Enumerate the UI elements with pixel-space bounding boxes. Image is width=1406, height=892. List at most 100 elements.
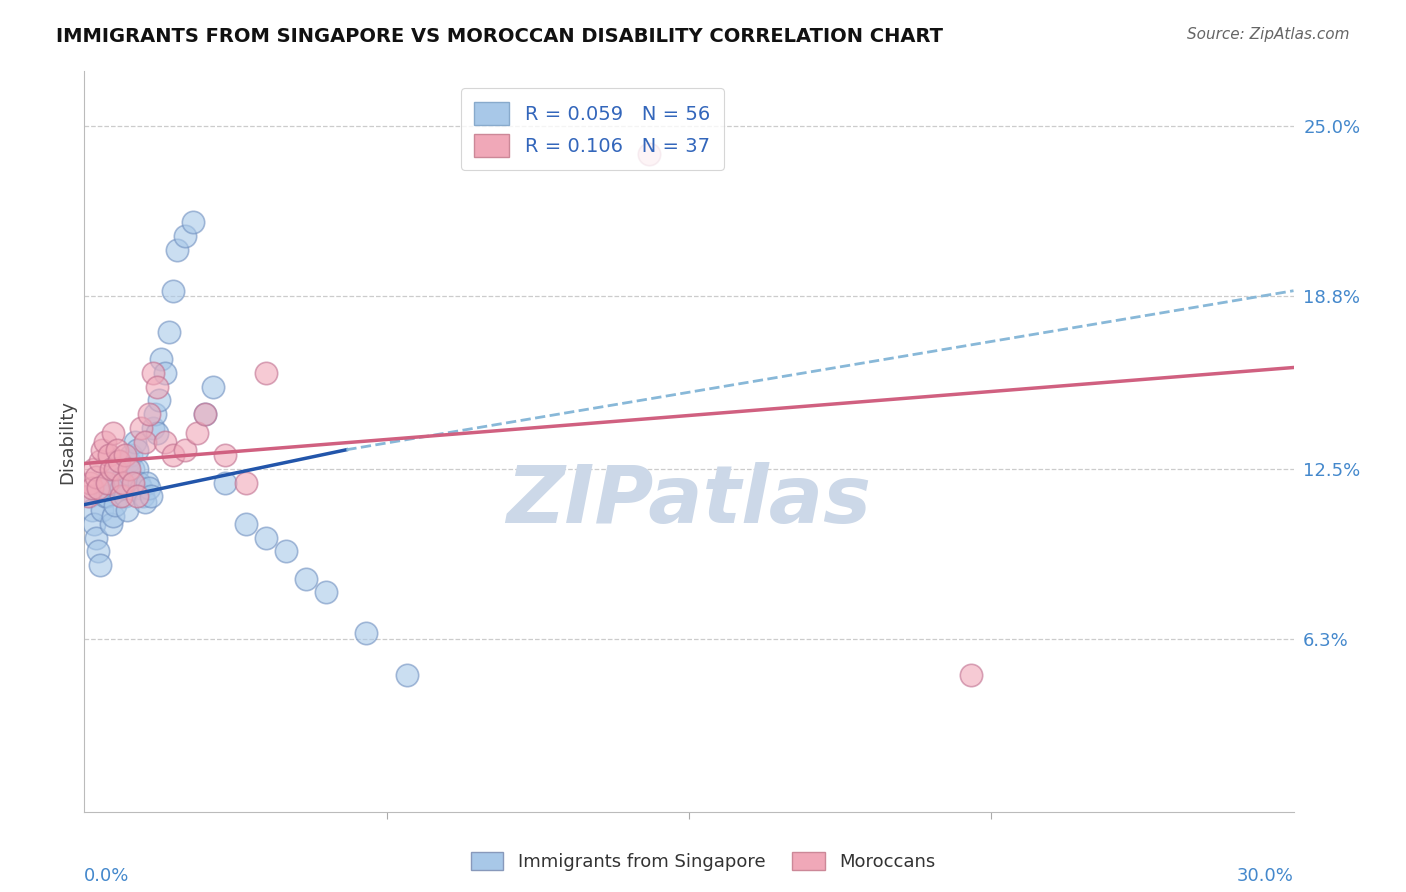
- Point: [295, 572, 318, 586]
- Point: [91, 442, 114, 457]
- Point: [87, 544, 110, 558]
- Point: [114, 475, 136, 490]
- Point: [637, 146, 659, 161]
- Point: [114, 448, 136, 462]
- Point: [162, 448, 184, 462]
- Point: [93, 434, 115, 449]
- Point: [138, 407, 160, 421]
- Point: [97, 475, 120, 490]
- Point: [134, 434, 156, 449]
- Point: [138, 481, 160, 495]
- Text: 30.0%: 30.0%: [1237, 866, 1294, 885]
- Point: [114, 489, 136, 503]
- Point: [107, 475, 129, 490]
- Point: [960, 667, 983, 681]
- Point: [110, 489, 132, 503]
- Point: [86, 531, 108, 545]
- Point: [118, 454, 141, 468]
- Point: [105, 442, 128, 457]
- Point: [143, 407, 166, 421]
- Legend: R = 0.059   N = 56, R = 0.106   N = 37: R = 0.059 N = 56, R = 0.106 N = 37: [461, 88, 724, 170]
- Text: IMMIGRANTS FROM SINGAPORE VS MOROCCAN DISABILITY CORRELATION CHART: IMMIGRANTS FROM SINGAPORE VS MOROCCAN DI…: [56, 27, 943, 45]
- Point: [101, 508, 124, 523]
- Text: 0.0%: 0.0%: [84, 866, 129, 885]
- Legend: Immigrants from Singapore, Moroccans: Immigrants from Singapore, Moroccans: [464, 845, 942, 879]
- Point: [356, 626, 378, 640]
- Point: [79, 489, 101, 503]
- Point: [128, 475, 150, 490]
- Point: [101, 426, 124, 441]
- Point: [83, 462, 105, 476]
- Point: [142, 421, 165, 435]
- Point: [194, 407, 217, 421]
- Point: [93, 475, 115, 490]
- Point: [235, 516, 257, 531]
- Y-axis label: Disability: Disability: [58, 400, 76, 483]
- Point: [174, 228, 197, 243]
- Point: [254, 531, 277, 545]
- Point: [134, 495, 156, 509]
- Point: [166, 243, 188, 257]
- Point: [146, 426, 169, 441]
- Point: [91, 503, 114, 517]
- Point: [104, 498, 127, 512]
- Point: [153, 366, 176, 380]
- Point: [125, 442, 148, 457]
- Point: [135, 475, 157, 490]
- Point: [86, 470, 108, 484]
- Point: [121, 475, 143, 490]
- Point: [202, 380, 225, 394]
- Point: [142, 366, 165, 380]
- Point: [132, 489, 155, 503]
- Point: [181, 215, 204, 229]
- Point: [105, 462, 128, 476]
- Point: [214, 448, 236, 462]
- Point: [129, 421, 152, 435]
- Point: [124, 434, 146, 449]
- Point: [118, 462, 141, 476]
- Point: [235, 475, 257, 490]
- Point: [111, 470, 134, 484]
- Point: [153, 434, 176, 449]
- Point: [194, 407, 217, 421]
- Point: [214, 475, 236, 490]
- Point: [395, 667, 418, 681]
- Point: [121, 462, 143, 476]
- Point: [254, 366, 277, 380]
- Point: [115, 503, 138, 517]
- Point: [125, 462, 148, 476]
- Point: [83, 516, 105, 531]
- Point: [100, 516, 122, 531]
- Point: [77, 489, 100, 503]
- Point: [162, 284, 184, 298]
- Point: [139, 489, 162, 503]
- Point: [148, 393, 170, 408]
- Point: [100, 462, 122, 476]
- Point: [96, 475, 118, 490]
- Point: [111, 475, 134, 490]
- Point: [87, 481, 110, 495]
- Point: [79, 475, 101, 490]
- Point: [129, 481, 152, 495]
- Point: [120, 448, 142, 462]
- Point: [146, 380, 169, 394]
- Point: [149, 352, 172, 367]
- Point: [89, 558, 111, 572]
- Point: [118, 467, 141, 482]
- Point: [274, 544, 297, 558]
- Point: [174, 442, 197, 457]
- Point: [315, 585, 337, 599]
- Point: [82, 481, 104, 495]
- Point: [157, 325, 180, 339]
- Point: [125, 489, 148, 503]
- Point: [89, 454, 111, 468]
- Point: [107, 454, 129, 468]
- Point: [97, 448, 120, 462]
- Point: [104, 462, 127, 476]
- Point: [110, 481, 132, 495]
- Text: Source: ZipAtlas.com: Source: ZipAtlas.com: [1187, 27, 1350, 42]
- Point: [93, 489, 115, 503]
- Point: [82, 503, 104, 517]
- Point: [186, 426, 208, 441]
- Point: [96, 489, 118, 503]
